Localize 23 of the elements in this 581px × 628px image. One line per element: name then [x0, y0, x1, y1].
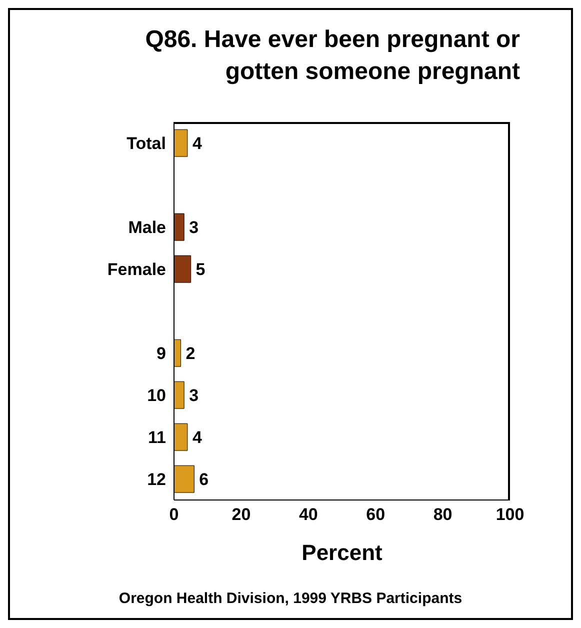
chart-title: Q86. Have ever been pregnant or gotten someone pregnant — [144, 25, 520, 87]
data-label: 5 — [196, 260, 206, 280]
x-tick-label: 20 — [232, 505, 251, 524]
x-tick-label: 40 — [298, 505, 318, 524]
x-tick-label: 80 — [433, 505, 452, 524]
y-tick-label: 9 — [156, 344, 166, 364]
y-tick-label: 11 — [148, 428, 166, 448]
data-label: 6 — [199, 470, 209, 490]
data-label: 3 — [189, 386, 199, 406]
y-tick-label: 10 — [147, 386, 166, 406]
x-tick-label: 100 — [496, 505, 524, 524]
data-label: 2 — [186, 344, 196, 364]
x-tick-label: 60 — [366, 505, 386, 524]
data-label: 4 — [192, 428, 202, 448]
text: Oregon Health Division, 1999 YRBS Participants — [118, 590, 464, 607]
y-tick-label: 12 — [147, 470, 166, 490]
y-tick-label: Female — [107, 260, 166, 280]
data-label: 3 — [189, 218, 199, 238]
y-tick-label: Male — [128, 218, 166, 238]
y-tick-label: Total — [126, 134, 166, 154]
x-tick-label: 0 — [169, 505, 179, 524]
data-label: 4 — [192, 134, 202, 154]
x-axis-title: Percent — [302, 540, 384, 565]
